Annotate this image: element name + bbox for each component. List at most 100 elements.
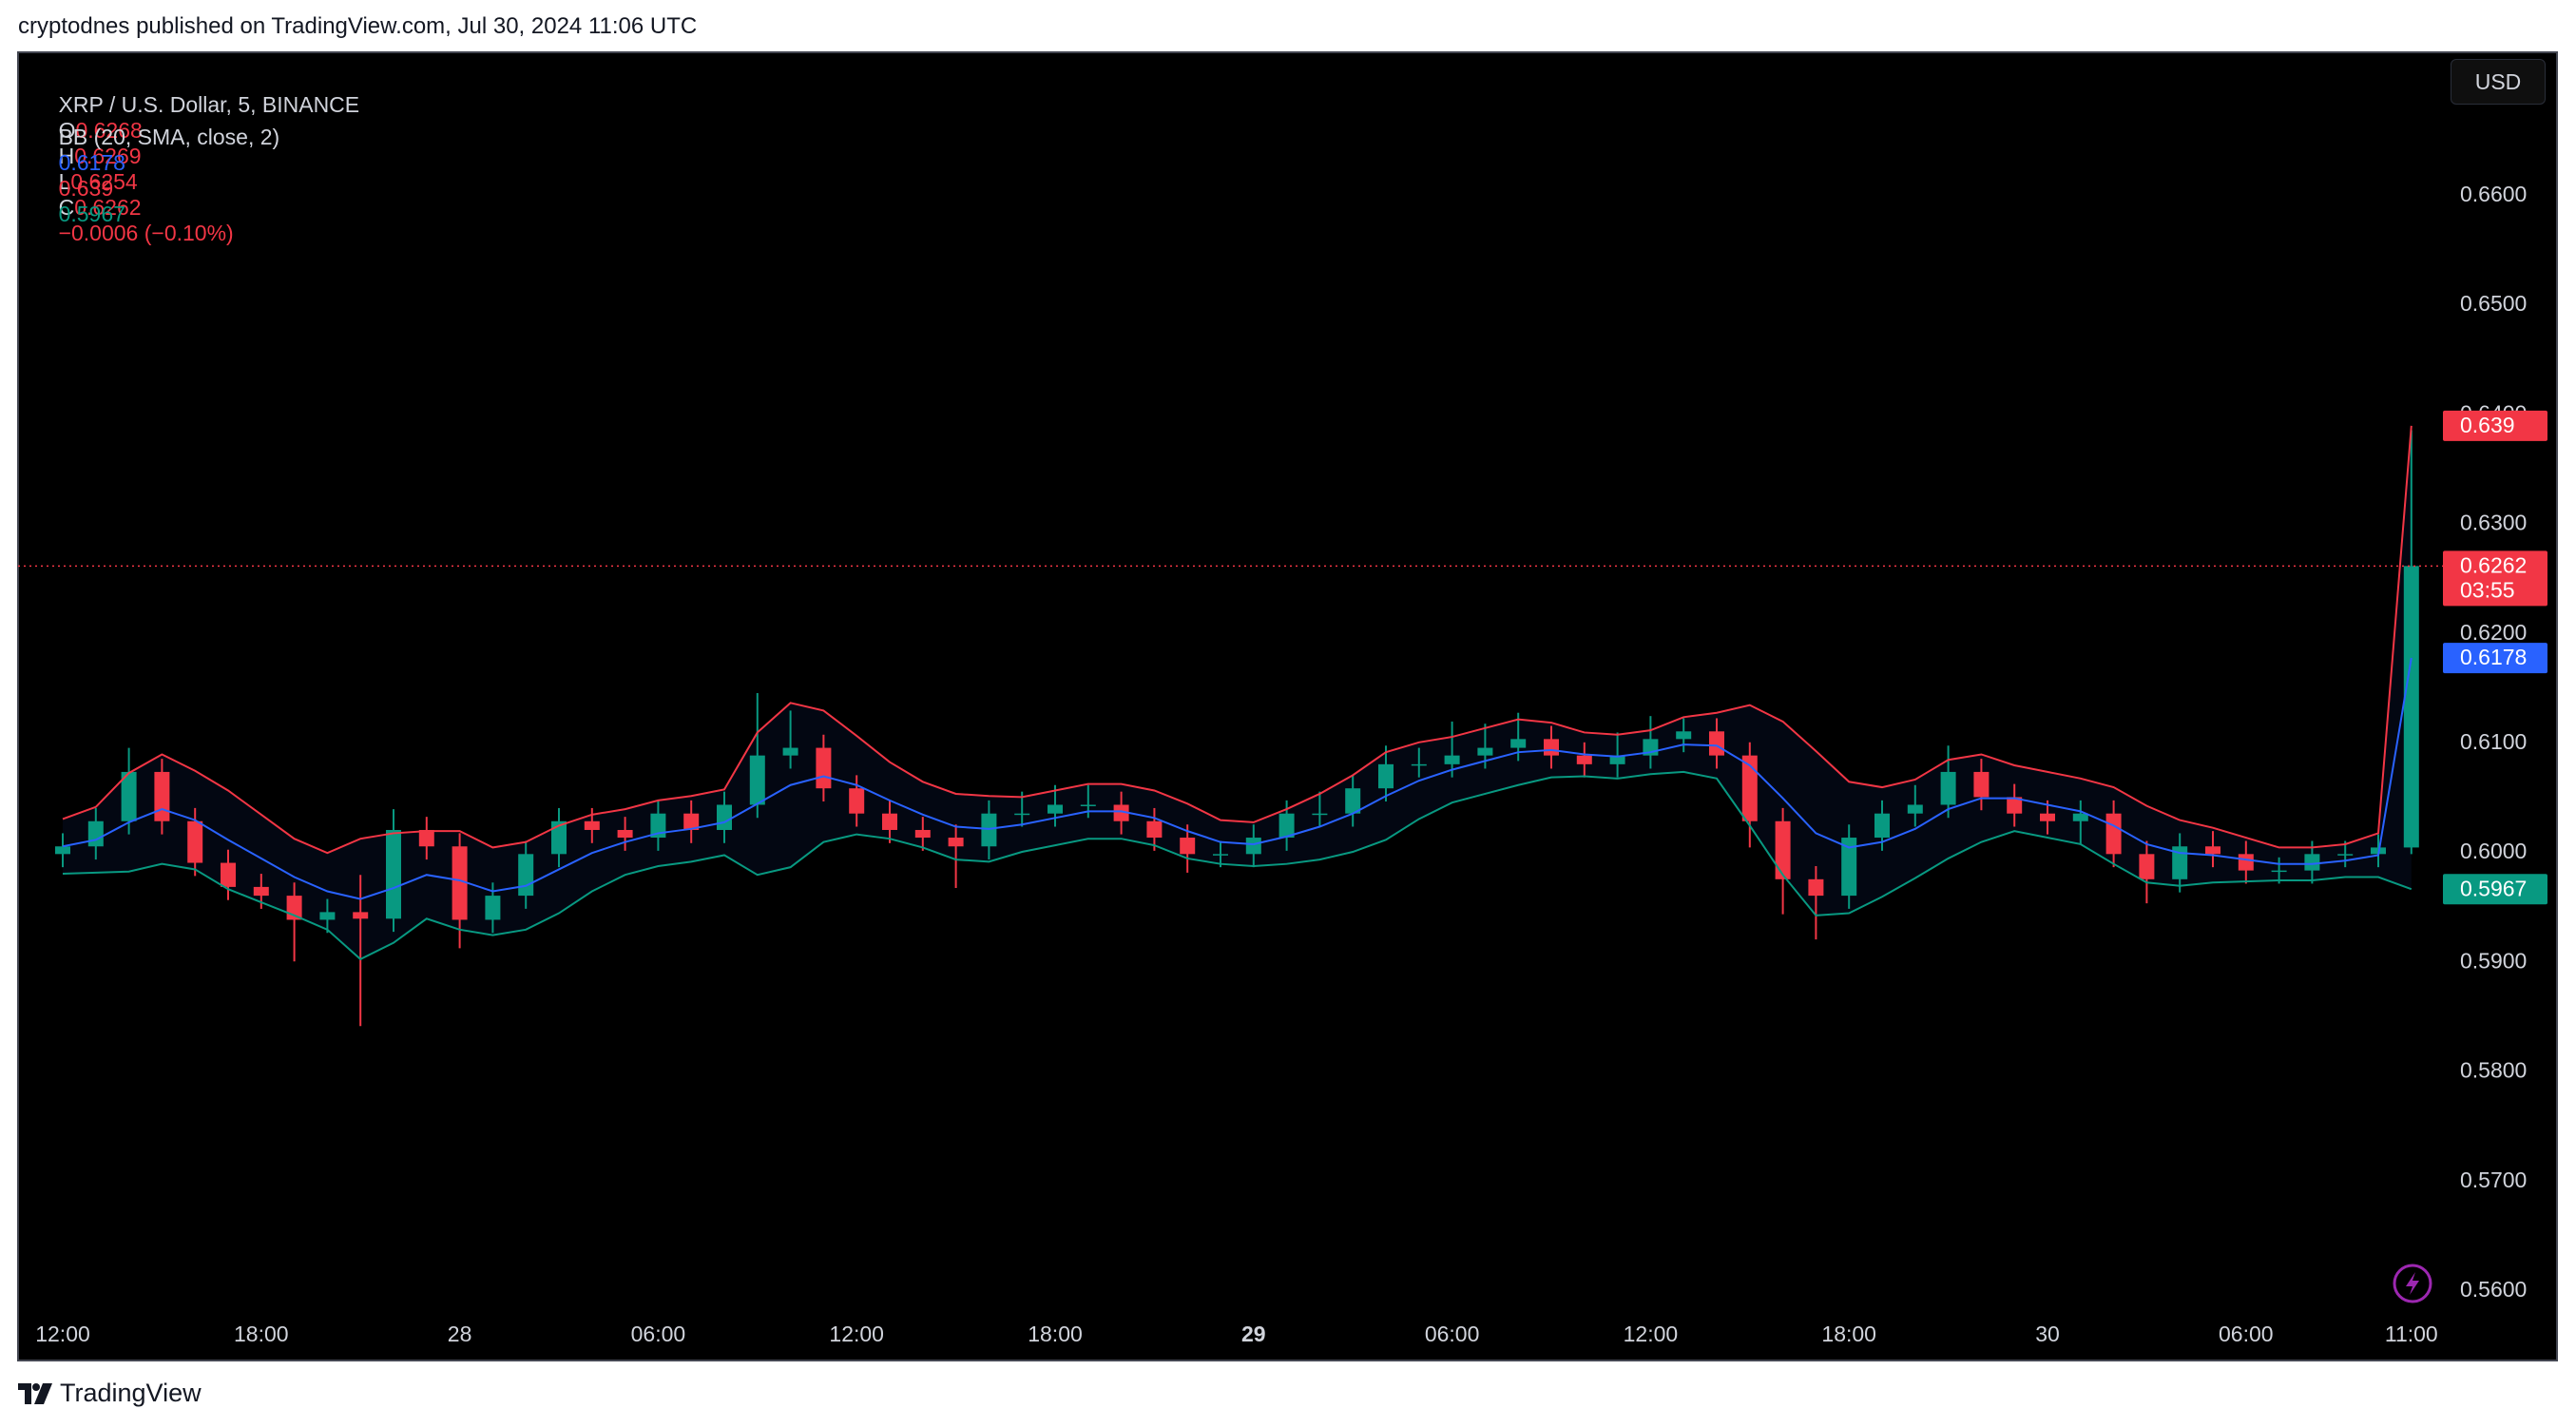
candle-body xyxy=(1841,838,1857,897)
candle-body xyxy=(1808,878,1824,897)
candle-body xyxy=(981,813,997,847)
candle-body xyxy=(154,771,170,821)
icon-circle xyxy=(2393,1264,2432,1303)
x-tick-label: 06:00 xyxy=(1425,1322,1480,1346)
lightning-icon[interactable] xyxy=(2393,1264,2432,1303)
band-line xyxy=(62,425,2413,855)
candle-body xyxy=(1048,804,1063,814)
candle-body xyxy=(1180,838,1196,855)
candle-body xyxy=(2403,566,2419,848)
candle-body xyxy=(1709,731,1724,756)
x-tick-label: 12:00 xyxy=(1624,1322,1679,1346)
candle-body xyxy=(1973,771,1990,798)
upper-band-value: 0.639 xyxy=(2460,413,2515,437)
open-label: O xyxy=(58,118,76,143)
candle-body xyxy=(1940,771,1956,805)
indicator-upper: 0.639 xyxy=(58,176,114,201)
band-line xyxy=(62,770,2413,961)
candle-body xyxy=(584,820,600,830)
candle-body xyxy=(1014,813,1030,816)
candle-body xyxy=(1544,739,1559,756)
high-value: 0.6269 xyxy=(74,144,142,168)
symbol-legend: XRP / U.S. Dollar, 5, BINANCE O0.6268 H0… xyxy=(34,67,365,272)
candle-body xyxy=(1113,804,1129,821)
last-price: 0.6262 xyxy=(2460,552,2527,577)
candle-body xyxy=(882,813,897,830)
candle-body xyxy=(319,912,336,920)
candle-body xyxy=(2040,813,2055,821)
candle-body xyxy=(650,813,666,839)
x-tick-label: 29 xyxy=(1241,1322,1266,1346)
x-tick-label: 30 xyxy=(2035,1322,2060,1346)
indicator-lower: 0.5967 xyxy=(58,202,125,226)
basis-value: 0.6178 xyxy=(2460,645,2527,669)
y-tick-label: 0.6600 xyxy=(2460,182,2527,206)
candle-body xyxy=(187,820,203,863)
y-tick-label: 0.6000 xyxy=(2460,839,2527,863)
plot-area: 0.5600 0.5700 0.5800 0.5900 0.6000 0.6100 0.62… xyxy=(18,182,2547,1346)
x-tick-label: 12:00 xyxy=(829,1322,884,1346)
candle-body xyxy=(1444,755,1460,764)
band-fill xyxy=(63,425,2412,959)
candle-body xyxy=(617,829,633,839)
candle-body xyxy=(2172,846,2188,879)
indicator: BB (20, SMA, close, 2) xyxy=(58,125,280,149)
candle-body xyxy=(749,755,765,805)
candle-body xyxy=(518,854,534,897)
candle-body xyxy=(1345,788,1361,814)
candle-body xyxy=(1576,755,1592,764)
x-tick-label: 28 xyxy=(448,1322,472,1346)
candle-body xyxy=(1775,820,1791,879)
candle-body xyxy=(683,813,700,830)
candle-body xyxy=(2007,797,2023,814)
candle-body xyxy=(948,838,964,847)
candle-body xyxy=(2337,854,2354,856)
candle-body xyxy=(353,912,369,919)
lower-band-value: 0.5967 xyxy=(2460,876,2527,900)
lower-band-value-box xyxy=(2443,874,2547,905)
candle-body xyxy=(253,886,269,897)
candle-body xyxy=(717,804,732,830)
indicator-legend: BB (20, SMA, close, 2) 0.6178 0.639 0.59… xyxy=(34,99,285,253)
candle-body xyxy=(1378,763,1394,789)
candle-body xyxy=(849,788,865,814)
last-price-box xyxy=(2443,550,2547,607)
candle-body xyxy=(1312,813,1328,816)
y-tick-label: 0.6300 xyxy=(2460,511,2527,535)
candle-body xyxy=(816,747,832,789)
footer: TradingView xyxy=(18,1379,202,1408)
x-tick-label: 06:00 xyxy=(2219,1322,2274,1346)
basis-value-box xyxy=(2443,643,2547,674)
candle-body xyxy=(55,846,70,855)
candle-body xyxy=(1080,804,1096,806)
y-tick-label: 0.5800 xyxy=(2460,1058,2527,1083)
candle-body xyxy=(2205,846,2220,855)
chart-background xyxy=(17,51,2558,1361)
band-line xyxy=(62,657,2413,900)
x-tick-label: 18:00 xyxy=(234,1322,289,1346)
candle-body xyxy=(2271,870,2287,873)
y-tick-label: 0.6500 xyxy=(2460,291,2527,316)
currency-button[interactable]: USD xyxy=(2451,59,2546,105)
change: −0.0006 (−0.10%) xyxy=(58,221,234,245)
candle-body xyxy=(418,829,434,847)
candle-body xyxy=(485,896,501,920)
upper-band-value-box xyxy=(2443,410,2547,441)
low-value: 0.6254 xyxy=(70,169,138,194)
candle-body xyxy=(1510,739,1527,748)
x-tick-label: 06:00 xyxy=(631,1322,686,1346)
candle-body xyxy=(2139,854,2155,879)
candle-body xyxy=(221,862,236,887)
y-tick-label: 0.5900 xyxy=(2460,948,2527,973)
attribution: cryptodnes published on TradingView.com,… xyxy=(18,13,698,39)
candle-body xyxy=(452,846,468,920)
brand-name: TradingView xyxy=(60,1379,202,1407)
low-label: L xyxy=(58,169,71,194)
x-tick-label: 18:00 xyxy=(1028,1322,1083,1346)
candle-body xyxy=(782,747,798,756)
brand-logo xyxy=(18,1382,52,1404)
candle-body xyxy=(1146,820,1163,839)
x-tick-label: 18:00 xyxy=(1821,1322,1876,1346)
